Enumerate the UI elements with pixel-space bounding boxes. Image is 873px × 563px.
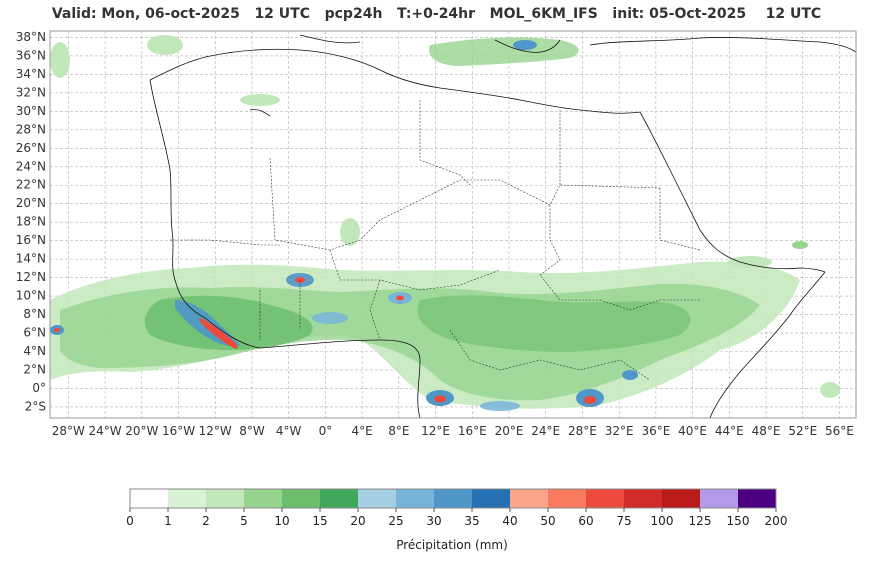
lat-tick-label: 0° (32, 381, 46, 395)
lon-tick-label: 32°E (605, 424, 634, 438)
lat-tick-label: 16°N (16, 233, 46, 247)
colorbar-segment (700, 489, 739, 508)
colorbar-tick-label: 10 (274, 514, 289, 528)
map-frame (49, 30, 857, 419)
colorbar-segment (510, 489, 549, 508)
lat-tick-label: 12°N (16, 270, 46, 284)
colorbar-tick-label: 30 (426, 514, 441, 528)
colorbar-tick-label: 125 (689, 514, 712, 528)
lat-tick-label: 36°N (16, 48, 46, 62)
colorbar-tick-label: 200 (765, 514, 788, 528)
colorbar-tick-label: 2 (202, 514, 210, 528)
colorbar-segment (586, 489, 625, 508)
lon-tick-label: 20°W (125, 424, 158, 438)
lon-tick-label: 28°W (52, 424, 85, 438)
lat-tick-label: 22°N (16, 178, 46, 192)
colorbar-tick-label: 60 (578, 514, 593, 528)
lat-tick-label: 26°N (16, 141, 46, 155)
colorbar-tick-label: 100 (651, 514, 674, 528)
lat-tick-label: 34°N (16, 67, 46, 81)
lat-tick-label: 4°N (23, 344, 46, 358)
colorbar-segment (472, 489, 511, 508)
lat-tick-label: 2°N (23, 362, 46, 376)
colorbar-tick-label: 0 (126, 514, 134, 528)
lon-tick-label: 24°E (531, 424, 560, 438)
colorbar-tick-label: 15 (312, 514, 327, 528)
colorbar-tick-label: 5 (240, 514, 248, 528)
lon-tick-label: 36°E (641, 424, 670, 438)
lon-tick-label: 40°E (678, 424, 707, 438)
colorbar-segment (396, 489, 435, 508)
lat-tick-label: 14°N (16, 252, 46, 266)
colorbar-segment (320, 489, 359, 508)
lon-tick-label: 16°W (162, 424, 195, 438)
colorbar-segment (624, 489, 663, 508)
lat-tick-label: 6°N (23, 326, 46, 340)
lat-tick-label: 28°N (16, 122, 46, 136)
lat-tick-label: 30°N (16, 104, 46, 118)
lon-tick-label: 8°E (388, 424, 409, 438)
country-borders (170, 100, 701, 381)
colorbar-tick-label: 50 (540, 514, 555, 528)
colorbar-segment (130, 489, 169, 508)
colorbar-segment (548, 489, 587, 508)
lon-tick-label: 48°E (752, 424, 781, 438)
lon-tick-label: 16°E (458, 424, 487, 438)
colorbar-segment (206, 489, 245, 508)
colorbar-segment (358, 489, 397, 508)
colorbar-segment (662, 489, 701, 508)
colorbar-tick-label: 150 (727, 514, 750, 528)
lat-tick-label: 24°N (16, 159, 46, 173)
colorbar-segment (282, 489, 321, 508)
longitude-labels: 28°W 24°W 20°W 16°W 12°W 8°W 4°W 0° 4°E 8°E 12°E 16… (52, 424, 854, 438)
lon-tick-label: 44°E (715, 424, 744, 438)
lon-tick-label: 12°W (199, 424, 232, 438)
colorbar-tick-label: 20 (350, 514, 365, 528)
lat-tick-label: 20°N (16, 196, 46, 210)
colorbar-tick-label: 75 (616, 514, 631, 528)
lon-tick-label: 24°W (89, 424, 122, 438)
colorbar-label: Précipitation (mm) (396, 538, 508, 552)
lat-tick-label: 10°N (16, 289, 46, 303)
lat-tick-label: 2°S (25, 399, 46, 413)
lon-tick-label: 56°E (825, 424, 854, 438)
precipitation-field (50, 35, 840, 411)
lon-tick-label: 8°W (239, 424, 265, 438)
lat-tick-label: 8°N (23, 307, 46, 321)
lon-tick-label: 28°E (568, 424, 597, 438)
colorbar-tick-label: 35 (464, 514, 479, 528)
lat-tick-label: 32°N (16, 85, 46, 99)
colorbar-segment (738, 489, 777, 508)
colorbar-tick-label: 1 (164, 514, 172, 528)
map-title: Valid: Mon, 06-oct-2025 12 UTC pcp24h T:… (51, 6, 822, 22)
latitude-labels: 38°N 36°N 34°N 32°N 30°N 28°N 26°N 24°N 22°N 20°N… (16, 30, 46, 413)
colorbar-segment (168, 489, 207, 508)
colorbar-tick-label: 40 (502, 514, 517, 528)
colorbar: 0 1 2 5 10 15 20 25 30 35 40 50 60 75 100 125 150 200 (126, 488, 788, 528)
colorbar-border (129, 488, 777, 509)
lon-tick-label: 4°E (352, 424, 373, 438)
coastlines (149, 34, 856, 418)
lon-tick-label: 4°W (276, 424, 302, 438)
lat-tick-label: 18°N (16, 215, 46, 229)
lon-tick-label: 12°E (421, 424, 450, 438)
lat-tick-label: 38°N (16, 30, 46, 44)
colorbar-tick-label: 25 (388, 514, 403, 528)
lon-tick-label: 52°E (788, 424, 817, 438)
colorbar-segment (434, 489, 473, 508)
lon-tick-label: 0° (319, 424, 333, 438)
lon-tick-label: 20°E (495, 424, 524, 438)
colorbar-segment (244, 489, 283, 508)
